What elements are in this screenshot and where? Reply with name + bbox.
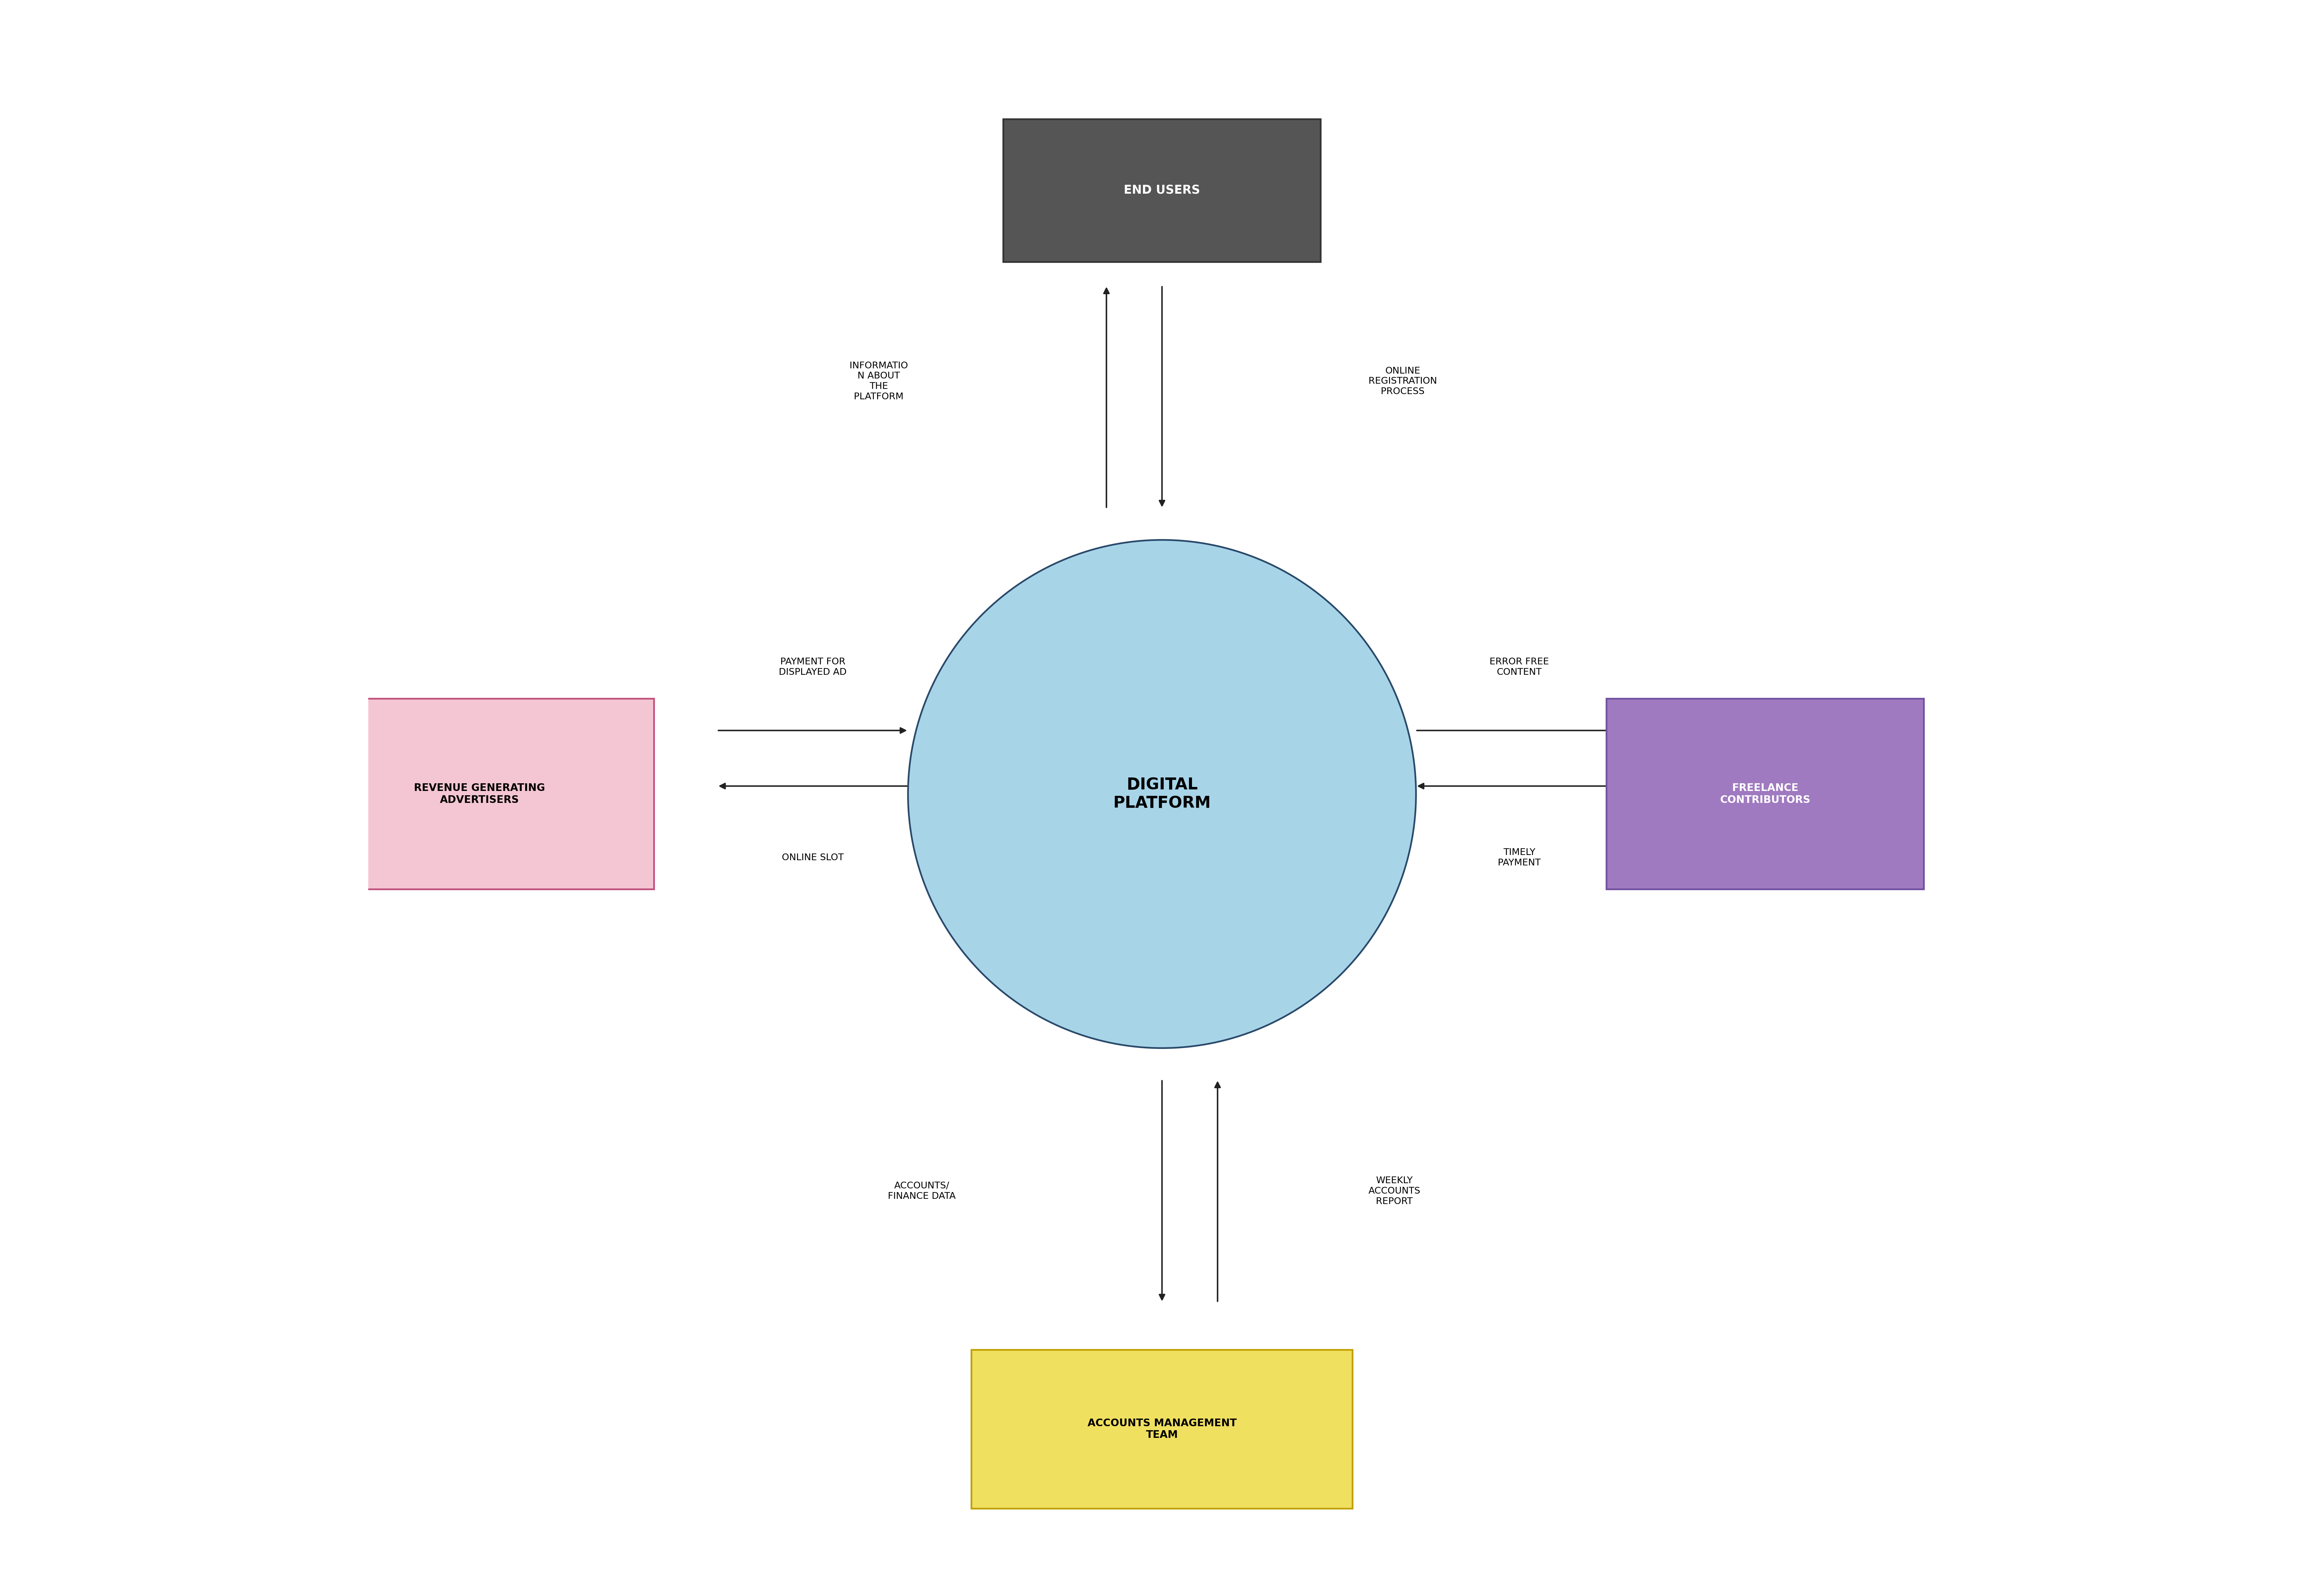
Text: ACCOUNTS/
FINANCE DATA: ACCOUNTS/ FINANCE DATA (888, 1181, 955, 1201)
Text: INFORMATIO
N ABOUT
THE
PLATFORM: INFORMATIO N ABOUT THE PLATFORM (851, 360, 909, 402)
FancyBboxPatch shape (971, 1350, 1353, 1509)
Text: ONLINE SLOT: ONLINE SLOT (781, 853, 844, 862)
FancyBboxPatch shape (1004, 119, 1320, 262)
Text: PAYMENT FOR
DISPLAYED AD: PAYMENT FOR DISPLAYED AD (779, 657, 846, 676)
Circle shape (909, 540, 1415, 1048)
Text: ACCOUNTS MANAGEMENT
TEAM: ACCOUNTS MANAGEMENT TEAM (1088, 1418, 1236, 1440)
Text: REVENUE GENERATING
ADVERTISERS: REVENUE GENERATING ADVERTISERS (414, 783, 544, 805)
Text: TIMELY
PAYMENT: TIMELY PAYMENT (1497, 848, 1541, 867)
FancyBboxPatch shape (1606, 699, 1924, 889)
Text: ERROR FREE
CONTENT: ERROR FREE CONTENT (1490, 657, 1548, 676)
Text: WEEKLY
ACCOUNTS
REPORT: WEEKLY ACCOUNTS REPORT (1369, 1177, 1420, 1205)
Text: DIGITAL
PLATFORM: DIGITAL PLATFORM (1113, 777, 1211, 811)
Text: END USERS: END USERS (1125, 184, 1199, 197)
Text: FREELANCE
CONTRIBUTORS: FREELANCE CONTRIBUTORS (1720, 783, 1810, 805)
FancyBboxPatch shape (304, 699, 653, 889)
Text: ONLINE
REGISTRATION
PROCESS: ONLINE REGISTRATION PROCESS (1369, 367, 1436, 395)
